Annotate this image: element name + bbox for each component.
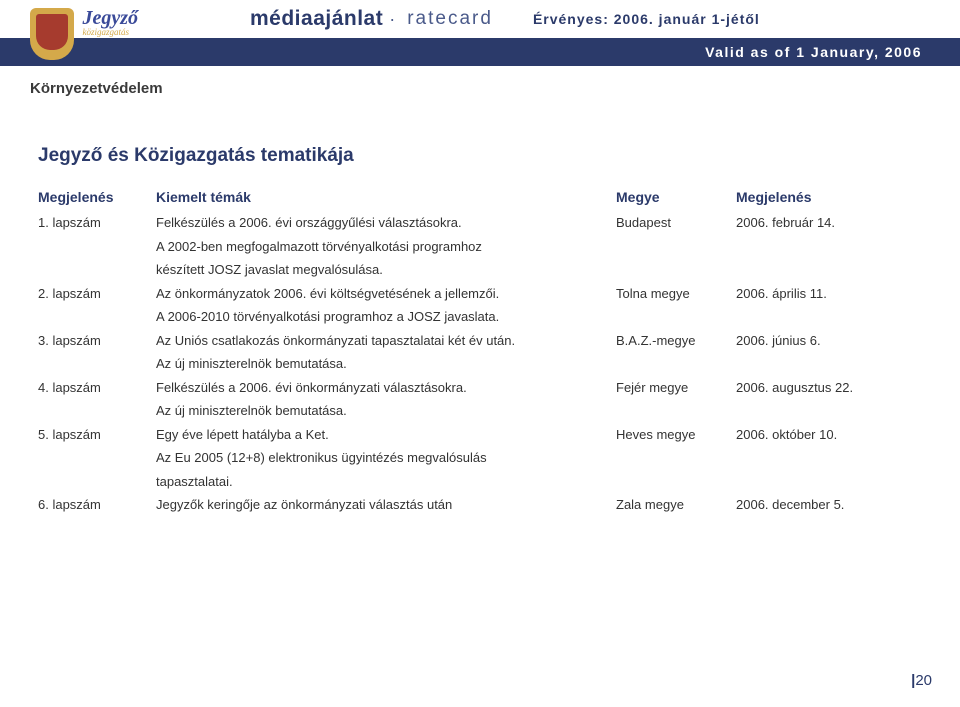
col-header-date: Megjelenés: [736, 185, 922, 211]
table-row: A 2002-ben megfogalmazott törvényalkotás…: [38, 235, 922, 259]
cell-issue: 4. lapszám: [38, 376, 156, 400]
table-row: 6. lapszámJegyzők keringője az önkormány…: [38, 493, 922, 517]
cell-issue: [38, 446, 156, 470]
cell-topic: Az új miniszterelnök bemutatása.: [156, 352, 616, 376]
cell-date: 2006. február 14.: [736, 211, 922, 235]
cell-topic: Az Uniós csatlakozás önkormányzati tapas…: [156, 329, 616, 353]
cell-topic: Az önkormányzatok 2006. évi költségvetés…: [156, 282, 616, 306]
col-header-county: Megye: [616, 185, 736, 211]
cell-topic: A 2002-ben megfogalmazott törvényalkotás…: [156, 235, 616, 259]
page-number: |20: [911, 672, 932, 689]
cell-topic: A 2006-2010 törvényalkotási programhoz a…: [156, 305, 616, 329]
cell-issue: [38, 235, 156, 259]
cell-county: Heves megye: [616, 423, 736, 447]
table-row: 4. lapszámFelkészülés a 2006. évi önkorm…: [38, 376, 922, 400]
cell-issue: 1. lapszám: [38, 211, 156, 235]
cell-date: [736, 235, 922, 259]
table-row: Az új miniszterelnök bemutatása.: [38, 352, 922, 376]
cell-issue: 2. lapszám: [38, 282, 156, 306]
cell-county: [616, 258, 736, 282]
cell-county: B.A.Z.-megye: [616, 329, 736, 353]
cell-date: [736, 399, 922, 423]
cell-county: [616, 352, 736, 376]
cell-date: 2006. október 10.: [736, 423, 922, 447]
content-area: Jegyző és Közigazgatás tematikája Megjel…: [0, 90, 960, 517]
cell-issue: 5. lapszám: [38, 423, 156, 447]
cell-topic: Jegyzők keringője az önkormányzati válas…: [156, 493, 616, 517]
cell-county: Fejér megye: [616, 376, 736, 400]
cell-date: [736, 446, 922, 470]
table-row: 3. lapszámAz Uniós csatlakozás önkormány…: [38, 329, 922, 353]
schedule-table: Megjelenés Kiemelt témák Megye Megjelené…: [38, 185, 922, 517]
header-band: médiaajánlat · ratecard Érvényes: 2006. …: [0, 0, 960, 90]
header-valid-hu: Érvényes: 2006. január 1-jétől: [533, 11, 760, 27]
table-row: készített JOSZ javaslat megvalósulása.: [38, 258, 922, 282]
cell-date: 2006. augusztus 22.: [736, 376, 922, 400]
shield-icon: [30, 8, 74, 60]
col-header-topic: Kiemelt témák: [156, 185, 616, 211]
cell-county: [616, 305, 736, 329]
cell-county: Budapest: [616, 211, 736, 235]
logo-jegyzo-text: Jegyző közigazgatás: [82, 8, 138, 37]
cell-county: [616, 235, 736, 259]
cell-topic: tapasztalatai.: [156, 470, 616, 494]
cell-issue: 3. lapszám: [38, 329, 156, 353]
table-row: 1. lapszámFelkészülés a 2006. évi ország…: [38, 211, 922, 235]
section-title: Jegyző és Közigazgatás tematikája: [38, 145, 922, 167]
table-row: tapasztalatai.: [38, 470, 922, 494]
table-row: A 2006-2010 törvényalkotási programhoz a…: [38, 305, 922, 329]
cell-issue: [38, 399, 156, 423]
cell-topic: Felkészülés a 2006. évi önkormányzati vá…: [156, 376, 616, 400]
cell-date: [736, 470, 922, 494]
cell-date: [736, 352, 922, 376]
table-row: 5. lapszámEgy éve lépett hatályba a Ket.…: [38, 423, 922, 447]
cell-issue: 6. lapszám: [38, 493, 156, 517]
col-header-issue: Megjelenés: [38, 185, 156, 211]
cell-issue: [38, 305, 156, 329]
logo-jegyzo-top: Jegyző: [82, 8, 138, 28]
cell-county: Zala megye: [616, 493, 736, 517]
logo-jegyzo: Jegyző közigazgatás: [30, 8, 138, 65]
logo-block: Jegyző közigazgatás Környezetvédelem: [30, 8, 230, 103]
header-title-sub: ratecard: [407, 8, 493, 30]
cell-county: [616, 470, 736, 494]
cell-topic: Felkészülés a 2006. évi országgyűlési vá…: [156, 211, 616, 235]
cell-date: [736, 305, 922, 329]
header-separator-dot: ·: [389, 9, 395, 30]
logo-jegyzo-bottom: közigazgatás: [82, 28, 138, 37]
cell-topic: Az új miniszterelnök bemutatása.: [156, 399, 616, 423]
cell-issue: [38, 352, 156, 376]
table-row: 2. lapszámAz önkormányzatok 2006. évi kö…: [38, 282, 922, 306]
cell-date: 2006. december 5.: [736, 493, 922, 517]
table-row: Az Eu 2005 (12+8) elektronikus ügyintézé…: [38, 446, 922, 470]
cell-topic: Egy éve lépett hatályba a Ket.: [156, 423, 616, 447]
header-title-main: médiaajánlat: [250, 7, 383, 31]
cell-county: [616, 399, 736, 423]
page-number-value: 20: [915, 672, 932, 689]
cell-date: [736, 258, 922, 282]
header-valid-en: Valid as of 1 January, 2006: [705, 44, 922, 60]
cell-issue: [38, 258, 156, 282]
table-row: Az új miniszterelnök bemutatása.: [38, 399, 922, 423]
cell-county: Tolna megye: [616, 282, 736, 306]
cell-issue: [38, 470, 156, 494]
cell-county: [616, 446, 736, 470]
cell-topic: készített JOSZ javaslat megvalósulása.: [156, 258, 616, 282]
cell-date: 2006. április 11.: [736, 282, 922, 306]
cell-date: 2006. június 6.: [736, 329, 922, 353]
cell-topic: Az Eu 2005 (12+8) elektronikus ügyintézé…: [156, 446, 616, 470]
table-header-row: Megjelenés Kiemelt témák Megye Megjelené…: [38, 185, 922, 211]
logo-kornyezetvedelem: Környezetvédelem: [30, 80, 163, 97]
